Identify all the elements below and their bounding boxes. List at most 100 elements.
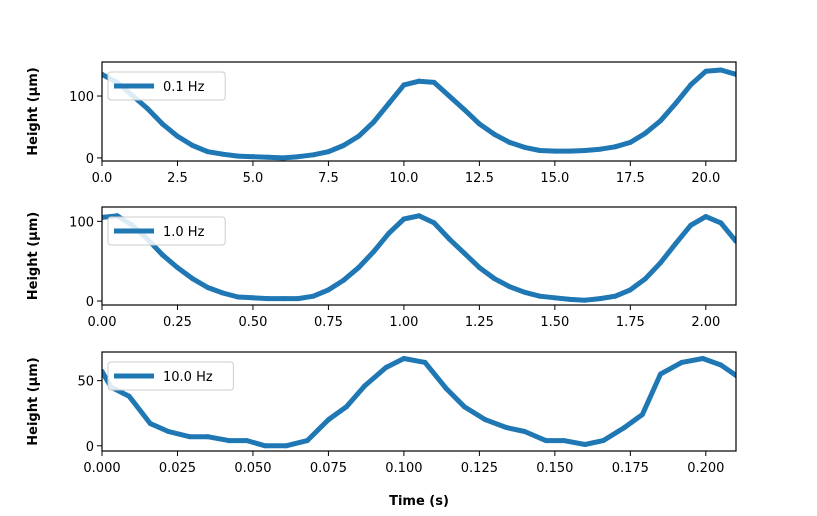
data-point xyxy=(561,438,567,444)
data-point xyxy=(612,293,618,299)
data-point xyxy=(567,148,573,154)
data-point xyxy=(658,260,664,266)
data-point xyxy=(461,107,467,113)
data-point xyxy=(688,82,694,88)
data-point xyxy=(718,362,724,368)
data-point xyxy=(673,100,679,106)
x-axis-label: Time (s) xyxy=(389,494,449,509)
data-point xyxy=(703,214,709,220)
data-point xyxy=(491,276,497,282)
data-point xyxy=(295,154,301,160)
x-tick-label: 0.000 xyxy=(83,461,120,476)
plot-area: 0.00 0.25 0.50 0.75 1.00 1.25 1.50 1.75 2.00 0 100… xyxy=(69,206,737,330)
data-point xyxy=(733,71,736,77)
x-tick-label: 2.00 xyxy=(691,315,720,330)
data-point xyxy=(703,68,709,74)
data-point xyxy=(642,130,648,136)
data-point xyxy=(522,289,528,295)
axes-frame xyxy=(101,351,737,452)
data-point xyxy=(295,296,301,302)
data-point xyxy=(504,425,510,431)
data-point xyxy=(220,151,226,157)
data-point xyxy=(416,78,422,84)
data-point xyxy=(507,284,513,290)
y-tick-label: 100 xyxy=(69,90,94,105)
data-point xyxy=(205,284,211,290)
data-point xyxy=(220,290,226,296)
x-tick-label: 5.0 xyxy=(243,171,264,186)
data-point xyxy=(401,82,407,88)
data-point xyxy=(600,438,606,444)
x-tick-label: 0.050 xyxy=(234,461,271,476)
data-point xyxy=(190,143,196,149)
data-point xyxy=(597,146,603,152)
series-line xyxy=(102,356,736,449)
data-point xyxy=(310,293,316,299)
data-point xyxy=(280,155,286,161)
x-tick-label: 0.175 xyxy=(612,461,649,476)
data-point xyxy=(310,152,316,158)
data-point xyxy=(673,241,679,247)
data-point xyxy=(341,277,347,283)
data-point xyxy=(102,369,105,375)
data-point xyxy=(190,276,196,282)
y-axis-label: Height (μm) xyxy=(26,357,41,445)
data-point xyxy=(582,147,588,153)
plot-area: 0.0 2.5 5.0 7.5 10.0 12.5 15.0 17.5 20.0 0 100 0.1 … xyxy=(69,61,737,186)
data-point xyxy=(344,404,350,410)
legend-label: 1.0 Hz xyxy=(163,225,205,240)
x-tick-label: 20.0 xyxy=(691,171,720,186)
data-point xyxy=(733,372,736,378)
data-point xyxy=(461,404,467,410)
data-point xyxy=(443,385,449,391)
legend-label: 10.0 Hz xyxy=(163,370,213,385)
x-tick-label: 0.00 xyxy=(88,315,117,330)
y-axis-label: Height (μm) xyxy=(26,212,41,300)
data-point xyxy=(718,220,724,226)
data-point xyxy=(126,393,132,399)
data-point xyxy=(244,438,250,444)
x-tick-label: 0.0 xyxy=(92,171,113,186)
x-tick-label: 1.00 xyxy=(389,315,418,330)
data-point xyxy=(639,412,645,418)
data-point xyxy=(371,249,377,255)
x-tick-label: 0.50 xyxy=(238,315,267,330)
data-point xyxy=(187,434,193,440)
x-tick-label: 0.75 xyxy=(314,315,343,330)
data-point xyxy=(144,105,150,111)
x-tick-label: 1.25 xyxy=(465,315,494,330)
x-tick-label: 0.200 xyxy=(687,461,724,476)
data-point xyxy=(431,220,437,226)
data-point xyxy=(341,143,347,149)
data-point xyxy=(621,425,627,431)
data-point xyxy=(679,359,685,365)
x-tick-label: 2.5 xyxy=(167,171,188,186)
data-point xyxy=(552,148,558,154)
data-point xyxy=(567,296,573,302)
subplot-0p1hz: 0.0 2.5 5.0 7.5 10.0 12.5 15.0 17.5 20.0 0 100 0.1 … xyxy=(26,61,737,186)
data-point xyxy=(205,149,211,155)
x-tick-label: 0.150 xyxy=(536,461,573,476)
y-tick-label: 0 xyxy=(86,295,94,310)
x-tick-label: 0.075 xyxy=(310,461,347,476)
data-point xyxy=(401,356,407,362)
data-point xyxy=(280,296,286,302)
data-point xyxy=(416,213,422,219)
data-point xyxy=(446,93,452,99)
data-point xyxy=(537,147,543,153)
x-tick-label: 0.25 xyxy=(163,315,192,330)
data-point xyxy=(543,438,549,444)
data-point xyxy=(431,79,437,85)
plot-area: 0.000 0.025 0.050 0.075 0.100 0.125 0.150 0.175… xyxy=(77,351,737,476)
data-point xyxy=(265,296,271,302)
data-point xyxy=(362,383,368,389)
subplot-1hz: 0.00 0.25 0.50 0.75 1.00 1.25 1.50 1.75 2.00 0 100… xyxy=(26,206,737,330)
data-point xyxy=(250,154,256,160)
data-point xyxy=(700,356,706,362)
data-point xyxy=(356,133,362,139)
data-point xyxy=(226,438,232,444)
data-point xyxy=(688,222,694,228)
data-point xyxy=(235,294,241,300)
x-tick-label: 0.025 xyxy=(159,461,196,476)
data-point xyxy=(235,153,241,159)
